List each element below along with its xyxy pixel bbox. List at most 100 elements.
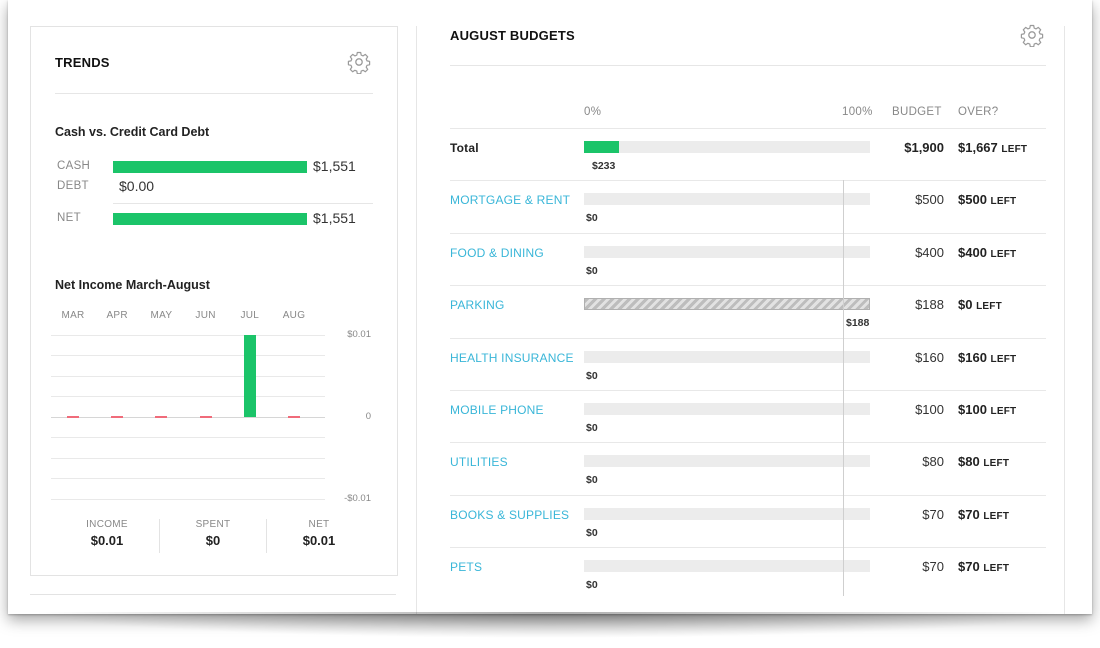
net-row: NET $1,551 bbox=[57, 210, 377, 228]
net-label: NET bbox=[57, 212, 81, 224]
chart-gridline bbox=[51, 376, 325, 377]
budget-progress-track bbox=[584, 507, 870, 520]
budget-row[interactable]: PETS $0 $70 $70 LEFT bbox=[450, 547, 1046, 600]
trends-panel: TRENDS Cash vs. Credit Card Debt CASH $1… bbox=[30, 26, 398, 576]
chart-month-label: MAY bbox=[150, 310, 173, 321]
budget-row[interactable]: PARKING $188 $188 $0 LEFT bbox=[450, 285, 1046, 338]
budgets-panel: AUGUST BUDGETS 0% 100% BUDGET OVER? Tota… bbox=[416, 0, 1065, 614]
budget-progress-track bbox=[584, 560, 870, 573]
net-bar bbox=[113, 213, 307, 225]
budget-category-link[interactable]: HEALTH INSURANCE bbox=[450, 350, 574, 365]
budget-category-link[interactable]: MORTGAGE & RENT bbox=[450, 193, 571, 208]
chart-axis-label: $0.01 bbox=[347, 329, 371, 340]
chart-month-label: JUN bbox=[195, 310, 216, 321]
budget-remaining-suffix: LEFT bbox=[976, 301, 1002, 313]
divider bbox=[416, 26, 417, 614]
chart-zero-marker[interactable] bbox=[67, 416, 79, 418]
chart-zero-marker[interactable] bbox=[111, 416, 124, 418]
budget-spent-amount: $0 bbox=[586, 212, 598, 225]
col-hundred-percent: 100% bbox=[842, 106, 873, 118]
divider bbox=[266, 519, 267, 553]
budget-amount: $70 bbox=[922, 559, 944, 575]
budget-remaining: $160 LEFT bbox=[958, 350, 1016, 365]
budget-remaining: $100 LEFT bbox=[958, 402, 1016, 417]
budget-category-link[interactable]: MOBILE PHONE bbox=[450, 403, 544, 417]
net-value: $1,551 bbox=[313, 210, 356, 226]
budgets-title: AUGUST BUDGETS bbox=[450, 28, 575, 43]
chart-gridline bbox=[51, 335, 325, 336]
budget-remaining-amount: $160 bbox=[958, 349, 987, 365]
cash-bar bbox=[113, 161, 307, 173]
budget-amount: $188 bbox=[915, 297, 944, 313]
chart-gridline bbox=[51, 355, 325, 356]
budget-progress-track bbox=[584, 350, 870, 363]
chart-month-label: APR bbox=[106, 310, 128, 321]
budget-spent-amount: $0 bbox=[586, 579, 598, 592]
budget-row[interactable]: BOOKS & SUPPLIES $0 $70 $70 LEFT bbox=[450, 494, 1046, 548]
budget-row[interactable]: MORTGAGE & RENT $0 $500 $500 LEFT bbox=[450, 180, 1046, 233]
budget-progress-track bbox=[584, 141, 870, 153]
budget-spent-amount: $0 bbox=[586, 422, 598, 434]
budget-category-link[interactable]: BOOKS & SUPPLIES bbox=[450, 507, 570, 522]
gear-icon[interactable] bbox=[1020, 23, 1044, 47]
divider bbox=[450, 65, 1046, 66]
budget-remaining-amount: $80 bbox=[958, 454, 980, 470]
budget-total-label: Total bbox=[450, 141, 479, 155]
budget-category-link[interactable]: UTILITIES bbox=[450, 455, 508, 470]
divider bbox=[1064, 26, 1065, 614]
budget-row[interactable]: FOOD & DINING $0 $400 $400 LEFT bbox=[450, 232, 1046, 286]
budget-remaining-suffix: LEFT bbox=[990, 248, 1017, 260]
budget-amount: $500 bbox=[915, 192, 944, 208]
col-zero-percent: 0% bbox=[584, 106, 602, 118]
budget-remaining-suffix: LEFT bbox=[983, 458, 1010, 470]
budget-remaining: $400 LEFT bbox=[958, 245, 1016, 260]
chart-gridline bbox=[51, 499, 325, 500]
summary-income: INCOME $0.01 bbox=[53, 519, 161, 548]
chart-gridline bbox=[51, 417, 325, 418]
debt-row: DEBT $0.00 bbox=[57, 178, 377, 196]
budget-progress-track bbox=[584, 403, 870, 415]
budget-remaining-amount: $500 bbox=[958, 192, 987, 208]
budget-category-link[interactable]: FOOD & DINING bbox=[450, 245, 544, 260]
trends-title: TRENDS bbox=[55, 55, 110, 70]
col-budget: BUDGET bbox=[892, 106, 942, 118]
summary-net-label: NET bbox=[308, 519, 330, 530]
chart-zero-marker[interactable] bbox=[155, 416, 168, 418]
budget-remaining-amount: $100 bbox=[958, 402, 987, 417]
budget-progress-fill bbox=[584, 141, 620, 153]
debt-value: $0.00 bbox=[119, 178, 155, 194]
budget-progress-track bbox=[584, 245, 870, 258]
budget-spent-amount: $0 bbox=[586, 474, 598, 487]
app-window: TRENDS Cash vs. Credit Card Debt CASH $1… bbox=[8, 0, 1092, 614]
budget-remaining: $70 LEFT bbox=[958, 507, 1009, 522]
budget-remaining-suffix: LEFT bbox=[990, 353, 1017, 365]
budget-remaining: $70 LEFT bbox=[958, 559, 1009, 574]
chart-zero-marker[interactable] bbox=[288, 416, 300, 418]
gear-icon[interactable] bbox=[347, 50, 371, 74]
cash-value: $1,551 bbox=[313, 158, 356, 174]
divider bbox=[113, 203, 373, 204]
divider bbox=[55, 93, 373, 94]
budget-progress-track bbox=[584, 298, 870, 311]
budget-row[interactable]: HEALTH INSURANCE $0 $160 $160 LEFT bbox=[450, 337, 1046, 391]
col-over: OVER? bbox=[958, 106, 999, 118]
chart-bar[interactable] bbox=[243, 335, 256, 417]
budget-spent-amount: $233 bbox=[592, 160, 616, 172]
budget-remaining-suffix: LEFT bbox=[990, 406, 1017, 417]
budget-remaining: $1,667 LEFT bbox=[958, 140, 1027, 155]
budget-total-row: Total $233 $1,900 $1,667 LEFT bbox=[450, 128, 1046, 181]
budget-amount: $400 bbox=[915, 244, 944, 260]
budget-spent-amount: $0 bbox=[586, 264, 598, 277]
budget-spent-amount: $0 bbox=[586, 526, 598, 539]
chart-axis-label: 0 bbox=[365, 411, 371, 422]
budget-row[interactable]: UTILITIES $0 $80 $80 LEFT bbox=[450, 442, 1046, 495]
summary-net: NET $0.01 bbox=[265, 519, 373, 548]
chart-zero-marker[interactable] bbox=[199, 416, 212, 418]
budget-category-link[interactable]: PARKING bbox=[450, 298, 505, 313]
budget-remaining-amount: $1,667 bbox=[958, 140, 998, 155]
summary-net-value: $0.01 bbox=[302, 533, 336, 548]
budget-amount: $160 bbox=[915, 349, 944, 365]
budget-category-link[interactable]: PETS bbox=[450, 560, 483, 575]
budget-row[interactable]: MOBILE PHONE $0 $100 $100 LEFT bbox=[450, 390, 1046, 443]
chart-month-label: MAR bbox=[61, 310, 85, 321]
